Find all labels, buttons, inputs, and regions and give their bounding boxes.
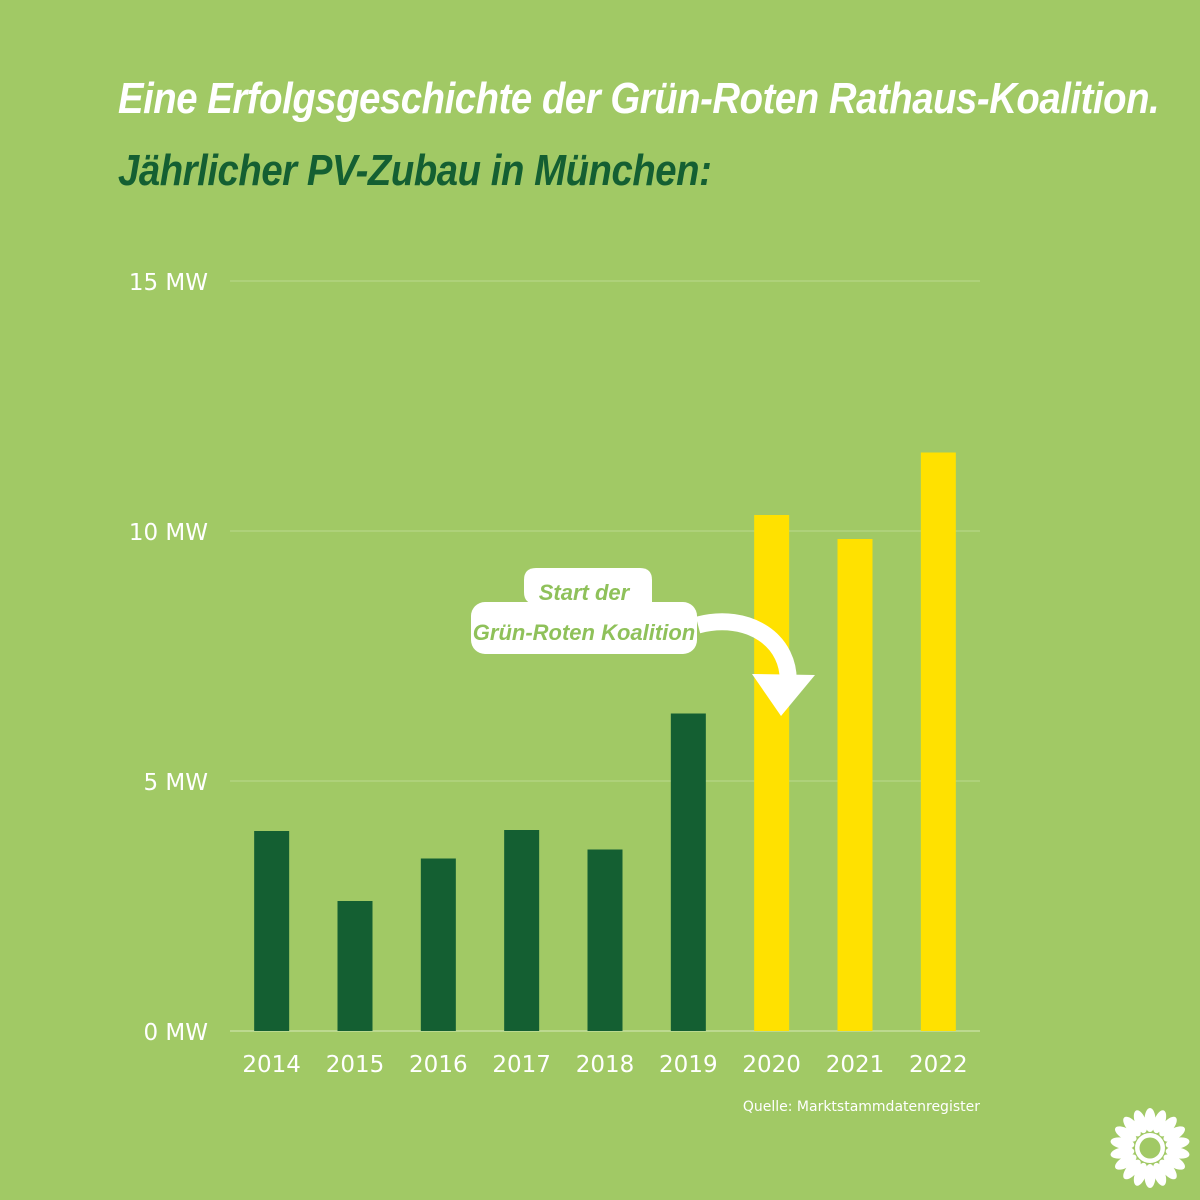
sunflower-petal: [1133, 1110, 1148, 1134]
sunflower-petal: [1163, 1126, 1185, 1142]
x-tick-label: 2017: [492, 1052, 551, 1078]
chart-title: Eine Erfolgsgeschichte der Grün-Roten Ra…: [118, 74, 1160, 123]
y-axis: 0 MW 5 MW 10 MW 15 MW: [129, 270, 208, 1046]
bars: [254, 452, 956, 1031]
sunflower-petal: [1123, 1116, 1141, 1137]
y-tick-label: 0 MW: [143, 1020, 208, 1046]
bar-2020: [754, 515, 790, 1031]
sunflower-petal: [1159, 1116, 1177, 1137]
x-tick-label: 2022: [909, 1052, 968, 1078]
bar-2016: [420, 858, 456, 1031]
sunflower-petal: [1159, 1159, 1177, 1180]
x-tick-label: 2015: [326, 1052, 385, 1078]
x-axis: 2014 2015 2016 2017 2018 2019 2020 2021 2022: [242, 1052, 967, 1078]
x-tick-label: 2018: [576, 1052, 635, 1078]
annotation-line-2: Grün-Roten Koalition: [473, 620, 695, 645]
sunflower-petal: [1144, 1108, 1156, 1132]
bar-2014: [254, 831, 290, 1031]
y-tick-label: 5 MW: [143, 770, 208, 796]
sunflower-petal: [1165, 1137, 1190, 1149]
bar-2022: [920, 452, 956, 1031]
sunflower-petal: [1110, 1147, 1135, 1159]
y-tick-label: 15 MW: [129, 270, 208, 296]
x-tick-label: 2020: [742, 1052, 801, 1078]
source-note: Quelle: Marktstammdatenregister: [742, 1099, 980, 1115]
bar-2018: [587, 849, 623, 1031]
annotation-arrow: [695, 613, 797, 687]
sunflower-petal: [1123, 1159, 1141, 1180]
sunflower-logo-icon: [1110, 1108, 1190, 1188]
x-tick-label: 2014: [242, 1052, 301, 1078]
x-tick-label: 2021: [826, 1052, 885, 1078]
bar-2015: [337, 901, 373, 1031]
sunflower-petal: [1144, 1164, 1156, 1188]
annotation-line-1: Start der: [539, 580, 631, 605]
annotation-arrowhead: [752, 674, 815, 716]
annotation: Start der Grün-Roten Koalition: [471, 568, 815, 716]
sunflower-petal: [1115, 1126, 1137, 1142]
y-tick-label: 10 MW: [129, 520, 208, 546]
annotation-bubble-top: [524, 568, 652, 604]
sunflower-petal: [1163, 1154, 1185, 1170]
sunflower-petal: [1152, 1162, 1167, 1186]
chart-subtitle: Jährlicher PV-Zubau in München:: [118, 146, 712, 195]
x-tick-label: 2019: [659, 1052, 718, 1078]
x-tick-label: 2016: [409, 1052, 468, 1078]
sunflower-petal: [1115, 1154, 1137, 1170]
bar-2021: [837, 539, 873, 1031]
bar-2019: [670, 713, 706, 1031]
bar-2017: [504, 830, 540, 1031]
annotation-bubble-bottom: [471, 602, 697, 654]
